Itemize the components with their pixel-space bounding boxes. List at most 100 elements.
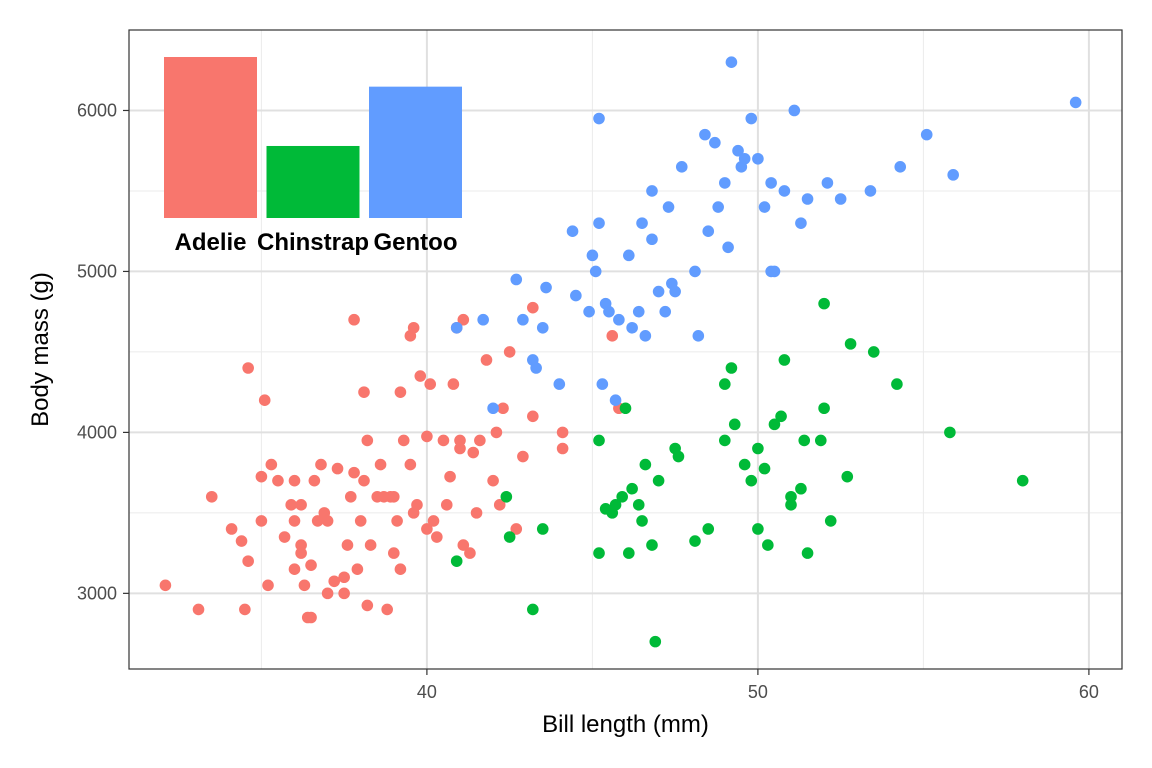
chinstrap-point (818, 297, 830, 310)
adelie-point (510, 523, 523, 535)
adelie-point (305, 611, 317, 624)
gentoo-point (947, 169, 959, 181)
gentoo-point (758, 201, 771, 213)
adelie-point (487, 474, 499, 487)
inset-label-gentoo: Gentoo (374, 229, 458, 256)
adelie-point (474, 434, 486, 447)
adelie-point (288, 515, 301, 527)
gentoo-point (752, 152, 764, 165)
gentoo-point (712, 201, 724, 213)
gentoo-point (632, 305, 645, 318)
y-axis-title: Body mass (g) (27, 272, 54, 427)
gentoo-point (709, 136, 721, 149)
adelie-point (457, 539, 470, 551)
adelie-point (358, 386, 370, 398)
chinstrap-point (646, 539, 658, 551)
chinstrap-point (639, 458, 652, 471)
inset-bar-chinstrap (266, 145, 360, 218)
data-points (159, 56, 1082, 648)
adelie-point (421, 430, 433, 443)
axis-ticks: 40 50 60 3000 4000 5000 6000 (77, 100, 1099, 702)
chinstrap-point (758, 462, 771, 475)
adelie-point (517, 450, 529, 463)
gentoo-point (596, 378, 609, 390)
chinstrap-point (500, 490, 513, 503)
adelie-point (242, 362, 254, 374)
adelie-point (295, 539, 307, 551)
adelie-point (424, 378, 437, 390)
chinstrap-point (728, 418, 741, 431)
gentoo-point (530, 362, 542, 374)
adelie-point (361, 434, 374, 447)
adelie-point (493, 499, 506, 511)
gentoo-point (702, 225, 715, 237)
x-tick-label: 50 (748, 682, 768, 702)
adelie-point (354, 515, 367, 527)
adelie-point (358, 474, 370, 487)
chinstrap-point (944, 426, 956, 439)
adelie-point (331, 462, 344, 475)
adelie-point (497, 402, 509, 415)
adelie-point (411, 499, 423, 511)
gentoo-point (603, 305, 615, 318)
adelie-point (285, 499, 297, 511)
adelie-point (265, 458, 278, 471)
gentoo-point (450, 321, 463, 334)
chinstrap-point (689, 535, 701, 547)
adelie-point (470, 507, 483, 519)
plot-panel-bg (129, 30, 1122, 669)
adelie-point (414, 370, 427, 382)
chinstrap-point (649, 635, 662, 648)
gentoo-point (536, 321, 549, 334)
gentoo-point (593, 112, 605, 125)
adelie-point (255, 470, 268, 483)
chinstrap-point (798, 434, 811, 447)
chinstrap-point (801, 547, 814, 559)
x-tick-label: 60 (1079, 682, 1099, 702)
gentoo-point (540, 281, 552, 294)
adelie-point (262, 579, 274, 592)
adelie-point (242, 555, 254, 567)
chinstrap-point (626, 482, 638, 495)
adelie-point (348, 466, 360, 479)
chinstrap-point (593, 434, 605, 447)
gentoo-point (487, 402, 499, 415)
adelie-point (235, 535, 248, 547)
adelie-point (305, 559, 317, 571)
adelie-point (328, 575, 341, 588)
adelie-point (391, 515, 403, 527)
gentoo-point (722, 241, 734, 254)
gentoo-point (566, 225, 579, 237)
adelie-point (298, 579, 311, 592)
chinstrap-point (636, 515, 648, 527)
gentoo-point (646, 233, 658, 246)
adelie-point (527, 410, 539, 423)
gentoo-point (593, 217, 605, 229)
adelie-point (311, 515, 324, 527)
inset-bar-gentoo (369, 86, 462, 218)
adelie-point (239, 603, 251, 616)
adelie-point (351, 563, 364, 576)
gentoo-point (778, 185, 791, 197)
adelie-point (480, 354, 493, 366)
gentoo-point (795, 217, 807, 229)
adelie-point (288, 563, 301, 576)
chinstrap-point (785, 499, 797, 511)
chinstrap-point (450, 555, 463, 567)
adelie-point (344, 490, 357, 503)
adelie-point (606, 330, 619, 342)
plot-panel-border (128, 29, 1123, 670)
adelie-point (431, 531, 443, 543)
chinstrap-point (672, 450, 685, 463)
chinstrap-point (702, 523, 715, 535)
adelie-point (272, 474, 284, 487)
adelie-point (440, 499, 453, 511)
chinstrap-point (867, 346, 880, 358)
chinstrap-point (768, 418, 781, 431)
adelie-point (295, 499, 307, 511)
gentoo-point (583, 305, 595, 318)
adelie-point (321, 515, 334, 527)
gentoo-point (894, 161, 907, 173)
adelie-point (394, 386, 407, 398)
gentoo-point (788, 104, 801, 117)
